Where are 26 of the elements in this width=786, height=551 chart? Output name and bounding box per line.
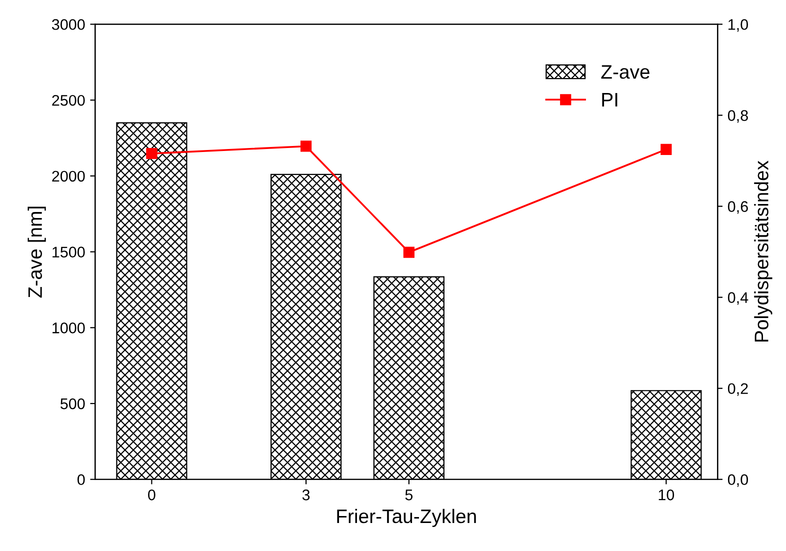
y2-tick-label: 0,2 — [728, 383, 748, 396]
point — [300, 140, 312, 152]
point — [403, 246, 414, 258]
y-tick-label: 2500 — [52, 94, 85, 106]
y2-tick-label: 0,4 — [728, 292, 748, 305]
y-tick-label: 3000 — [52, 19, 85, 30]
x-tick-label: 0 — [148, 489, 156, 500]
y2-tick-label: 0,0 — [728, 474, 748, 487]
y-axis-title: Z-ave [nm] — [28, 206, 46, 298]
y2-axis-title: Polydispersitätsindex — [754, 160, 772, 342]
x-axis-title: Frier-Tau-Zyklen — [337, 508, 476, 528]
legend-label: PI — [602, 93, 618, 106]
x-tick-label: 3 — [302, 489, 310, 500]
y2-tick-label: 0,6 — [728, 201, 748, 214]
y2-tick-label: 0,8 — [728, 110, 748, 123]
point — [146, 148, 158, 160]
y-tick-label: 1000 — [52, 322, 85, 334]
point — [660, 144, 672, 155]
y-tick-label: 1500 — [52, 246, 85, 258]
x-tick-label: 10 — [658, 489, 674, 500]
y2-tick-label: 1,0 — [728, 19, 748, 32]
legend-label: Z-ave — [601, 65, 650, 79]
y-tick-label: 0 — [77, 474, 85, 486]
x-tick-label: 5 — [405, 490, 413, 500]
y-tick-label: 2000 — [52, 170, 85, 182]
y-tick-label: 500 — [60, 398, 85, 410]
